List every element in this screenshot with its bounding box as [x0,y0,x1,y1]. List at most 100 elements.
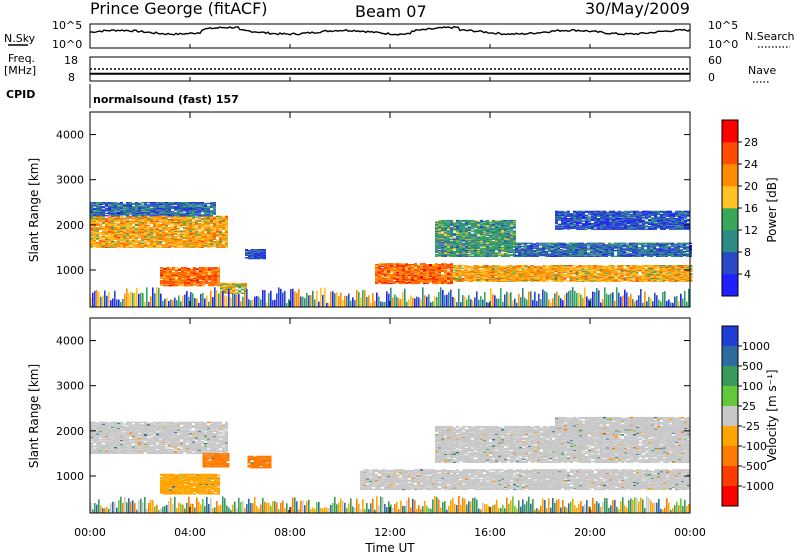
power-cell [608,265,612,267]
power-cell [177,231,180,233]
power-cell [222,232,225,234]
power-cell [177,206,180,208]
power-cell [156,210,159,213]
power-cell [450,219,453,222]
power-cell [159,207,162,210]
power-cell [557,265,561,267]
power-cell [135,224,138,227]
power-cell [201,231,204,233]
power-cell [150,207,153,210]
power-cell [201,227,204,229]
power-cell [135,220,138,222]
power-cell [159,209,162,211]
power-cell [162,229,165,231]
power-cell [222,239,225,241]
power-cell [195,219,198,221]
power-cell [183,204,186,206]
power-cell [150,234,153,236]
power-cell [632,280,636,282]
power-cell [159,212,162,214]
power-cell [584,268,588,270]
power-cell [216,242,219,244]
power-cell [192,205,195,207]
power-cell [189,230,192,232]
power-cell [183,202,186,205]
power-cell [177,223,180,226]
power-cell [465,227,468,229]
power-cell [444,268,447,271]
power-cell [384,266,387,268]
power-cell [168,211,171,214]
power-cell [198,224,201,227]
power-cell [90,244,93,246]
power-cell [162,202,165,205]
power-cell [186,222,189,224]
power-cell [105,220,108,222]
power-cell [186,240,189,243]
power-cell [183,216,186,218]
power-cell [159,204,162,206]
power-cell [441,280,444,282]
power-cell [180,214,183,216]
power-cell [138,230,141,232]
power-cell [210,229,213,231]
power-cell [686,274,690,276]
power-cell [120,218,123,220]
power-cell [135,228,138,231]
power-cell [222,245,225,248]
power-cell [123,220,126,222]
power-cell [93,205,96,207]
power-cell [193,271,196,273]
power-cell [254,252,257,254]
power-cell [171,221,174,223]
power-cell [102,240,105,243]
power-cell [204,225,207,227]
power-cell [162,212,165,214]
power-cell [114,225,117,227]
power-cell [90,202,93,204]
power-cell [210,222,213,224]
power-cell [144,230,147,232]
power-cell [147,232,150,234]
power-cell [177,227,180,230]
power-cell [129,215,132,218]
power-cell [198,232,201,234]
power-cell [126,231,129,233]
power-cell [105,202,108,204]
power-cell [162,223,165,225]
power-cell [602,265,606,268]
power-cell [96,237,99,240]
power-cell [108,212,111,214]
power-cell [444,236,447,238]
power-cell [138,214,141,216]
power-cell [196,285,199,287]
power-cell [183,212,186,214]
power-cell [201,234,204,236]
power-cell [141,219,144,222]
power-cell [180,212,183,214]
power-cell [462,229,465,231]
power-cell [156,231,159,233]
power-cell [477,239,480,241]
power-cell [198,223,201,225]
power-cell [114,218,117,220]
power-cell [204,234,207,236]
power-cell [138,244,141,246]
power-cell [198,235,201,237]
power-cell [560,278,564,280]
power-cell [195,213,198,215]
power-cell [207,236,210,238]
power-cell [198,237,201,240]
power-cell [198,240,201,242]
power-cell [192,206,195,208]
power-cell [186,224,189,227]
power-cell [195,234,198,236]
power-cell [108,216,111,218]
power-cell [99,227,102,230]
power-cell [195,235,198,237]
power-cell [225,232,228,235]
power-cell [216,219,219,221]
power-cell [162,218,165,220]
power-cell [219,232,222,235]
power-cell [626,265,630,267]
